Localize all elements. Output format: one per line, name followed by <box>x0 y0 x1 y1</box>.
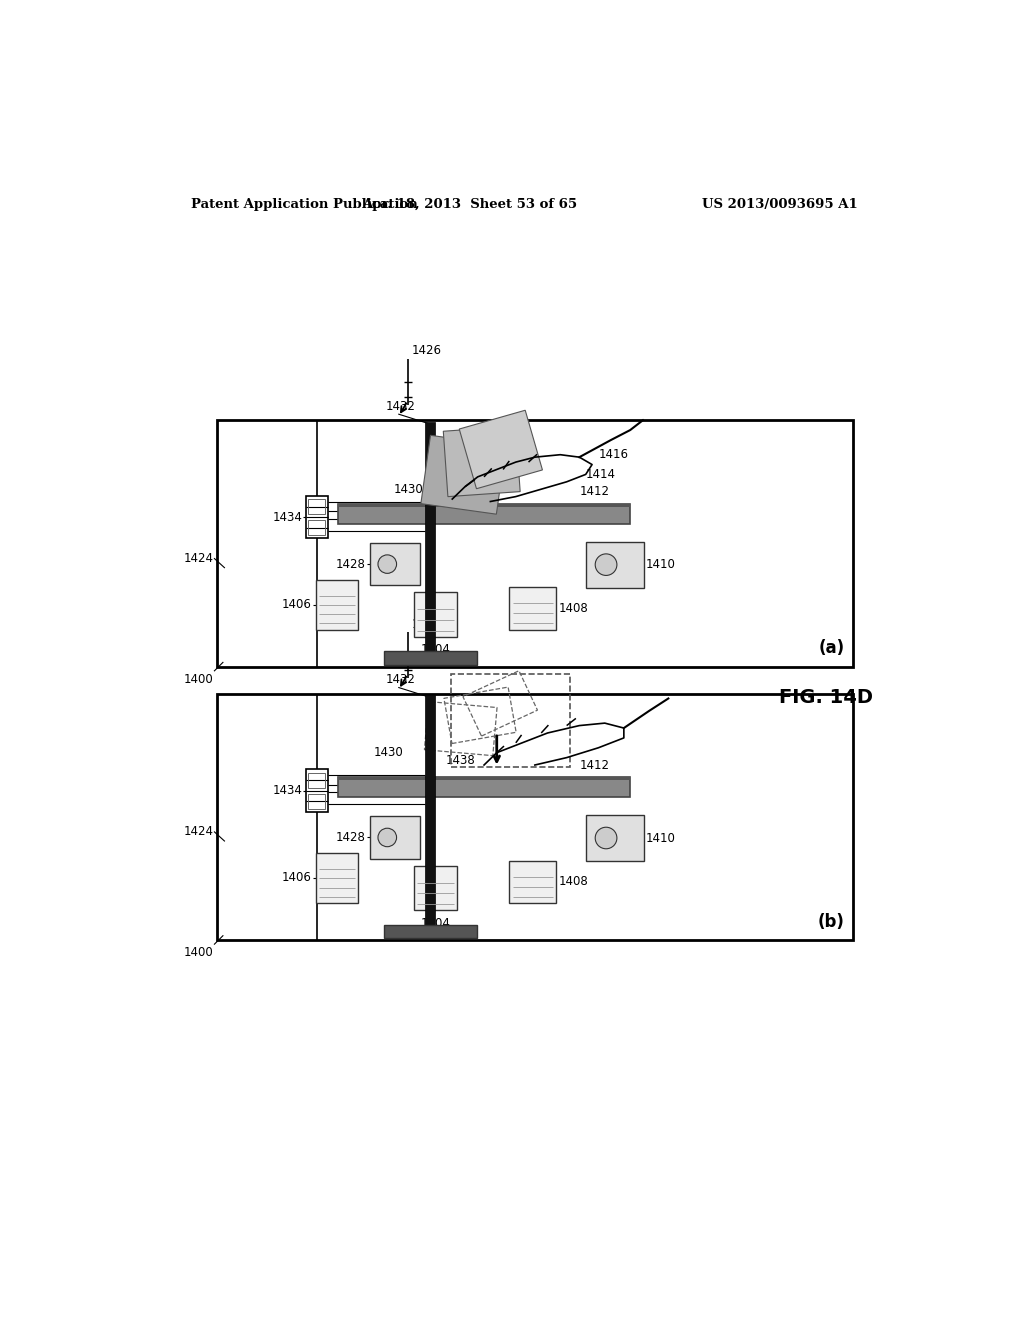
Bar <box>338 504 630 507</box>
Bar <box>370 543 420 585</box>
Circle shape <box>595 828 616 849</box>
Text: 1412: 1412 <box>580 759 609 771</box>
Text: 1434: 1434 <box>272 511 302 524</box>
Text: 1408: 1408 <box>558 602 588 615</box>
Text: 1428: 1428 <box>336 557 366 570</box>
Text: US 2013/0093695 A1: US 2013/0093695 A1 <box>702 198 858 211</box>
Text: 1416: 1416 <box>598 449 629 461</box>
Text: 1400: 1400 <box>183 673 213 686</box>
Text: 1404: 1404 <box>421 643 451 656</box>
Bar <box>338 504 630 524</box>
Bar <box>586 541 644 587</box>
Bar <box>308 772 326 788</box>
Bar <box>414 593 457 638</box>
Text: Patent Application Publication: Patent Application Publication <box>191 198 418 211</box>
Bar <box>414 866 457 911</box>
Bar <box>384 924 476 939</box>
Bar <box>308 499 326 515</box>
Text: 1432: 1432 <box>385 673 416 686</box>
Text: (a): (a) <box>819 639 845 657</box>
Polygon shape <box>443 426 520 496</box>
Text: 1414: 1414 <box>586 467 615 480</box>
Bar <box>217 420 853 667</box>
Polygon shape <box>459 411 543 488</box>
Text: (b): (b) <box>818 912 845 931</box>
Polygon shape <box>421 436 506 515</box>
Bar <box>308 520 326 536</box>
Text: 1406: 1406 <box>282 598 311 611</box>
Bar <box>315 579 358 630</box>
Bar <box>370 816 420 858</box>
Text: 1438: 1438 <box>445 754 476 767</box>
Text: 1430: 1430 <box>393 483 423 496</box>
Text: 1426: 1426 <box>412 345 441 358</box>
Text: 1410: 1410 <box>646 832 676 845</box>
Bar <box>425 422 435 665</box>
Bar <box>315 853 358 903</box>
Bar <box>586 814 644 861</box>
Bar <box>306 770 328 812</box>
Bar <box>510 587 556 630</box>
Text: 1428: 1428 <box>336 832 366 843</box>
Text: 1406: 1406 <box>282 871 311 884</box>
Text: 1424: 1424 <box>183 552 213 565</box>
Text: 1408: 1408 <box>558 875 588 888</box>
Text: 1434: 1434 <box>272 784 302 797</box>
Text: FIG. 14D: FIG. 14D <box>779 688 873 706</box>
Text: 1400: 1400 <box>183 946 213 960</box>
Circle shape <box>378 828 396 846</box>
Bar <box>452 675 570 767</box>
Text: 1410: 1410 <box>646 558 676 572</box>
Bar <box>217 693 853 940</box>
Bar <box>338 777 630 780</box>
Bar <box>510 861 556 903</box>
Bar <box>425 696 435 939</box>
Text: Apr. 18, 2013  Sheet 53 of 65: Apr. 18, 2013 Sheet 53 of 65 <box>361 198 577 211</box>
Text: 1432: 1432 <box>385 400 416 412</box>
Bar <box>306 496 328 539</box>
Text: 1430: 1430 <box>374 746 403 759</box>
Bar <box>384 651 476 665</box>
Text: 1412: 1412 <box>580 486 609 498</box>
Bar <box>308 793 326 809</box>
Circle shape <box>378 554 396 573</box>
Text: 1404: 1404 <box>421 916 451 929</box>
Circle shape <box>595 554 616 576</box>
Text: 1424: 1424 <box>183 825 213 838</box>
Text: 1426: 1426 <box>412 618 441 631</box>
Bar <box>338 777 630 797</box>
Text: 1438: 1438 <box>453 490 482 503</box>
